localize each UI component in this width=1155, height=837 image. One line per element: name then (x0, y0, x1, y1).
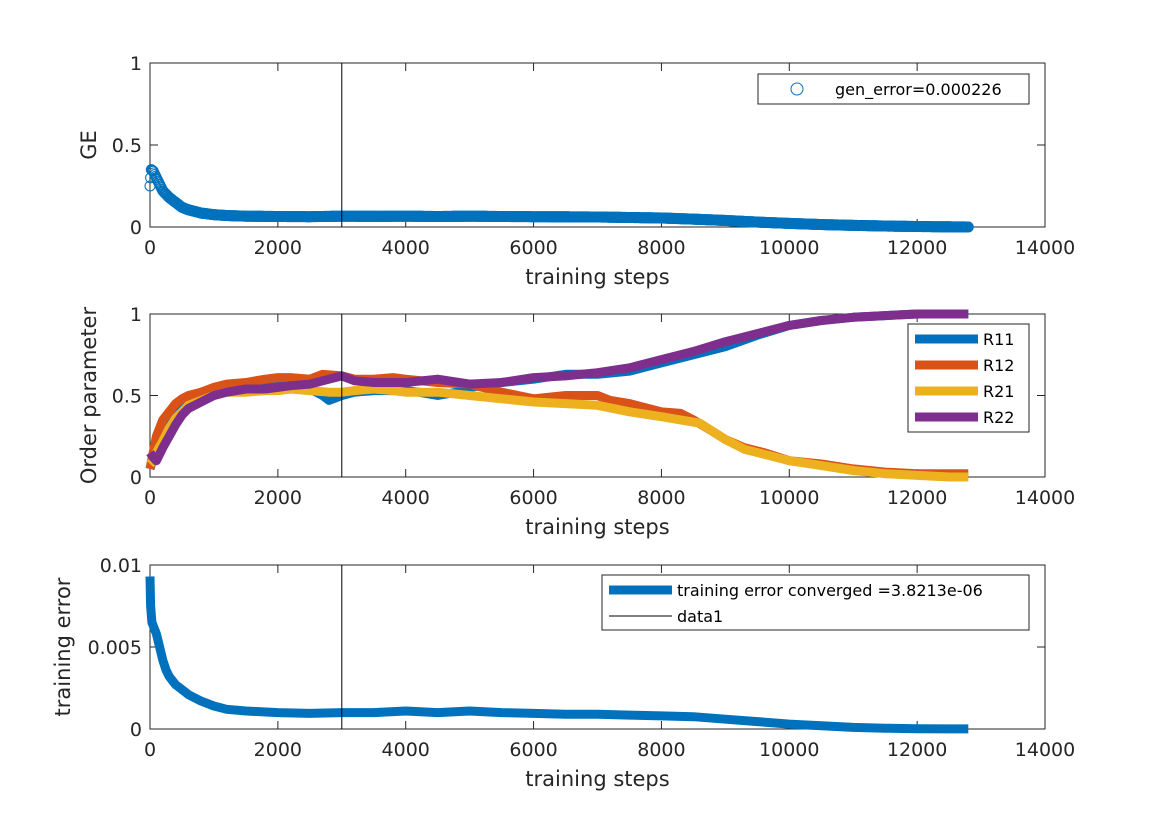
y-tick-label: 0 (130, 719, 142, 741)
x-tick-label: 12000 (887, 237, 947, 259)
y-tick-label: 0 (130, 217, 142, 239)
x-tick-label: 8000 (637, 487, 685, 509)
series-line-r22 (146, 309, 969, 466)
y-axis-label: GE (77, 130, 101, 160)
y-tick-label: 0.5 (112, 386, 142, 408)
x-axis-label: training steps (525, 767, 669, 791)
x-tick-label: 4000 (382, 237, 430, 259)
legend-label: R21 (983, 382, 1014, 401)
y-axis-label: Order parameter (77, 307, 101, 485)
x-tick-label: 10000 (759, 487, 819, 509)
x-tick-label: 12000 (887, 487, 947, 509)
x-tick-label: 4000 (382, 487, 430, 509)
y-tick-label: 0.005 (88, 637, 142, 659)
data-point (962, 221, 974, 233)
x-tick-label: 6000 (509, 237, 557, 259)
x-tick-label: 10000 (759, 237, 819, 259)
chart-panel-1: 0 2000 4000 6000 8000 10000 12000 14000 0 0.5 1 tra… (77, 53, 1075, 289)
x-axis-label: training steps (525, 265, 669, 289)
y-tick-label: 1 (130, 53, 142, 75)
chart-panel-3: 0 2000 4000 6000 8000 10000 12000 14000 0 0.005 0.… (51, 555, 1075, 791)
legend: training error converged =3.8213e-06 data… (601, 574, 1030, 631)
x-tick-label: 8000 (637, 739, 685, 761)
x-tick-label: 10000 (759, 739, 819, 761)
axes-box (149, 564, 1046, 730)
series-markers (144, 164, 974, 233)
plot-area (145, 309, 969, 482)
legend: R11 R12 R21 R22 (907, 323, 1030, 433)
x-tick-label: 12000 (887, 739, 947, 761)
y-tick-label: 1 (130, 304, 142, 326)
x-tick-label: 2000 (254, 237, 302, 259)
y-axis-label: training error (51, 577, 75, 716)
legend-label: data1 (677, 607, 723, 626)
x-tick-label: 8000 (637, 237, 685, 259)
legend-label: R22 (983, 408, 1014, 427)
y-tick-label: 0.5 (112, 135, 142, 157)
x-tick-label: 2000 (254, 739, 302, 761)
x-tick-label: 0 (144, 487, 156, 509)
x-tick-label: 14000 (1015, 739, 1075, 761)
panels: 0 2000 4000 6000 8000 10000 12000 1400000.51tra… (51, 53, 1075, 791)
chart-panel-2: 0 2000 4000 6000 8000 10000 12000 14000 0 0.5 1 tra… (77, 304, 1075, 539)
legend-label: training error converged =3.8213e-06 (677, 581, 983, 600)
x-axis-label: training steps (525, 515, 669, 539)
legend-marker (790, 82, 804, 96)
legend-box (601, 574, 1030, 631)
x-tick-label: 0 (144, 237, 156, 259)
series-line-training (145, 576, 969, 734)
x-tick-label: 0 (144, 739, 156, 761)
legend: gen_error=0.000226 (757, 73, 1030, 105)
x-tick-label: 4000 (382, 739, 430, 761)
plot-area (145, 565, 969, 734)
plot-area (144, 164, 974, 233)
legend-label: R12 (983, 356, 1014, 375)
x-tick-label: 6000 (509, 739, 557, 761)
y-tick-label: 0.01 (100, 555, 142, 577)
legend-label: R11 (983, 330, 1014, 349)
x-tick-label: 14000 (1015, 487, 1075, 509)
x-tick-label: 6000 (509, 487, 557, 509)
x-tick-label: 2000 (254, 487, 302, 509)
x-tick-label: 14000 (1015, 237, 1075, 259)
y-tick-label: 0 (130, 467, 142, 489)
legend-label: gen_error=0.000226 (835, 80, 1002, 100)
